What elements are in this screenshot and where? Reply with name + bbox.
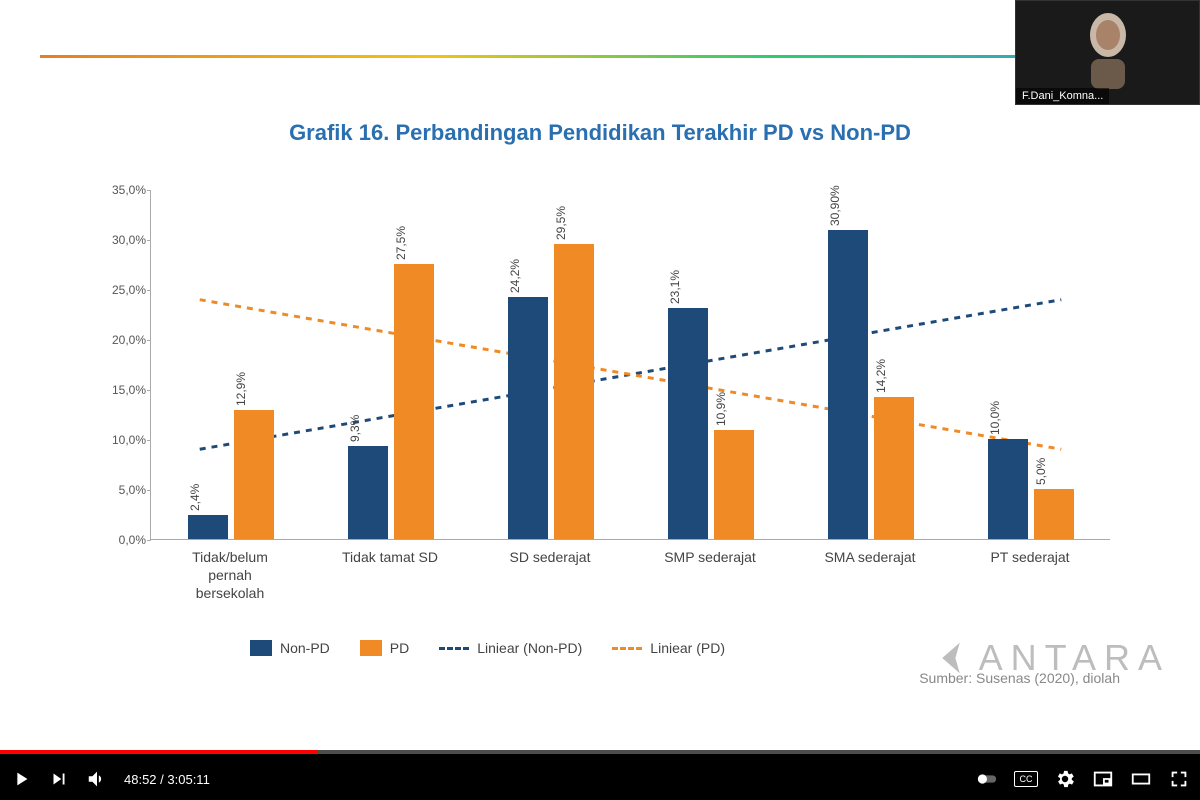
y-tick-label: 5,0% xyxy=(96,483,146,497)
legend-linear-non-pd-label: Liniear (Non-PD) xyxy=(477,640,582,656)
bar-pd: 5,0% xyxy=(1034,489,1074,539)
legend-linear-non-pd: Liniear (Non-PD) xyxy=(439,640,582,656)
bar-group: 24,2%29,5% xyxy=(471,189,631,539)
bar-group: 23,1%10,9% xyxy=(631,189,791,539)
play-button[interactable] xyxy=(10,768,32,790)
x-category-label: PT sederajat xyxy=(950,548,1110,566)
progress-fill xyxy=(0,750,317,754)
x-category-label: SMA sederajat xyxy=(790,548,950,566)
webcam-name: F.Dani_Komna... xyxy=(1016,88,1109,104)
y-tick-label: 25,0% xyxy=(96,283,146,297)
bar-label-pd: 29,5% xyxy=(554,206,568,240)
bar-label-pd: 14,2% xyxy=(874,359,888,393)
bar-group: 10,0%5,0% xyxy=(951,189,1111,539)
fullscreen-button[interactable] xyxy=(1168,768,1190,790)
x-category-label: SMP sederajat xyxy=(630,548,790,566)
bar-non-pd: 2,4% xyxy=(188,515,228,539)
plot: 0,0%5,0%10,0%15,0%20,0%25,0%30,0%35,0%2,… xyxy=(150,190,1110,540)
bar-non-pd: 24,2% xyxy=(508,297,548,539)
settings-button[interactable] xyxy=(1054,768,1076,790)
bar-group: 30,90%14,2% xyxy=(791,189,951,539)
y-tick-label: 35,0% xyxy=(96,183,146,197)
legend-non-pd: Non-PD xyxy=(250,640,330,656)
bar-label-pd: 27,5% xyxy=(394,226,408,260)
bar-label-pd: 5,0% xyxy=(1034,458,1048,485)
legend-pd: PD xyxy=(360,640,409,656)
y-tick-label: 10,0% xyxy=(96,433,146,447)
bar-non-pd: 23,1% xyxy=(668,308,708,539)
chart-source: Sumber: Susenas (2020), diolah xyxy=(919,670,1120,686)
legend: Non-PD PD Liniear (Non-PD) Liniear (PD) xyxy=(250,640,1140,656)
bar-pd: 14,2% xyxy=(874,397,914,539)
bar-label-non-pd: 24,2% xyxy=(508,259,522,293)
legend-linear-pd-label: Liniear (PD) xyxy=(650,640,725,656)
bar-label-pd: 10,9% xyxy=(714,392,728,426)
bar-label-non-pd: 2,4% xyxy=(188,484,202,511)
bar-non-pd: 30,90% xyxy=(828,230,868,539)
swatch-pd xyxy=(360,640,382,656)
webcam-thumbnail[interactable]: F.Dani_Komna... xyxy=(1015,0,1200,105)
bar-non-pd: 9,3% xyxy=(348,446,388,539)
progress-track[interactable] xyxy=(0,750,1200,754)
volume-button[interactable] xyxy=(86,768,108,790)
y-tick-label: 20,0% xyxy=(96,333,146,347)
dash-swatch-non-pd xyxy=(439,647,469,650)
slide-frame: Grafik 16. Perbandingan Pendidikan Terak… xyxy=(0,0,1200,750)
video-controls: 48:52 / 3:05:11 CC xyxy=(0,750,1200,800)
x-category-label: Tidak/belumpernahbersekolah xyxy=(150,548,310,603)
next-button[interactable] xyxy=(48,768,70,790)
time-display: 48:52 / 3:05:11 xyxy=(124,772,210,787)
chart-area: 0,0%5,0%10,0%15,0%20,0%25,0%30,0%35,0%2,… xyxy=(100,190,1110,600)
swatch-non-pd xyxy=(250,640,272,656)
legend-pd-label: PD xyxy=(390,640,409,656)
captions-button[interactable]: CC xyxy=(1014,771,1038,787)
bar-non-pd: 10,0% xyxy=(988,439,1028,539)
bar-label-non-pd: 9,3% xyxy=(348,415,362,442)
chart-title: Grafik 16. Perbandingan Pendidikan Terak… xyxy=(0,120,1200,146)
dash-swatch-pd xyxy=(612,647,642,650)
miniplayer-button[interactable] xyxy=(1092,768,1114,790)
bar-pd: 27,5% xyxy=(394,264,434,539)
x-category-label: SD sederajat xyxy=(470,548,630,566)
cc-label: CC xyxy=(1020,772,1033,786)
bar-pd: 29,5% xyxy=(554,244,594,539)
legend-non-pd-label: Non-PD xyxy=(280,640,330,656)
webcam-figure xyxy=(1073,9,1143,89)
legend-linear-pd: Liniear (PD) xyxy=(612,640,725,656)
bar-label-non-pd: 23,1% xyxy=(668,270,682,304)
bar-group: 2,4%12,9% xyxy=(151,189,311,539)
bar-pd: 10,9% xyxy=(714,430,754,539)
bar-group: 9,3%27,5% xyxy=(311,189,471,539)
theater-button[interactable] xyxy=(1130,768,1152,790)
bar-label-pd: 12,9% xyxy=(234,372,248,406)
y-tick-label: 0,0% xyxy=(96,533,146,547)
header-gradient-rule xyxy=(40,55,1160,58)
time-current: 48:52 xyxy=(124,772,157,787)
x-category-label: Tidak tamat SD xyxy=(310,548,470,566)
bar-label-non-pd: 30,90% xyxy=(828,185,842,226)
autoplay-toggle[interactable] xyxy=(976,768,998,790)
time-duration: 3:05:11 xyxy=(167,772,209,787)
y-tick-label: 15,0% xyxy=(96,383,146,397)
bar-label-non-pd: 10,0% xyxy=(988,401,1002,435)
bar-pd: 12,9% xyxy=(234,410,274,539)
y-tick-label: 30,0% xyxy=(96,233,146,247)
